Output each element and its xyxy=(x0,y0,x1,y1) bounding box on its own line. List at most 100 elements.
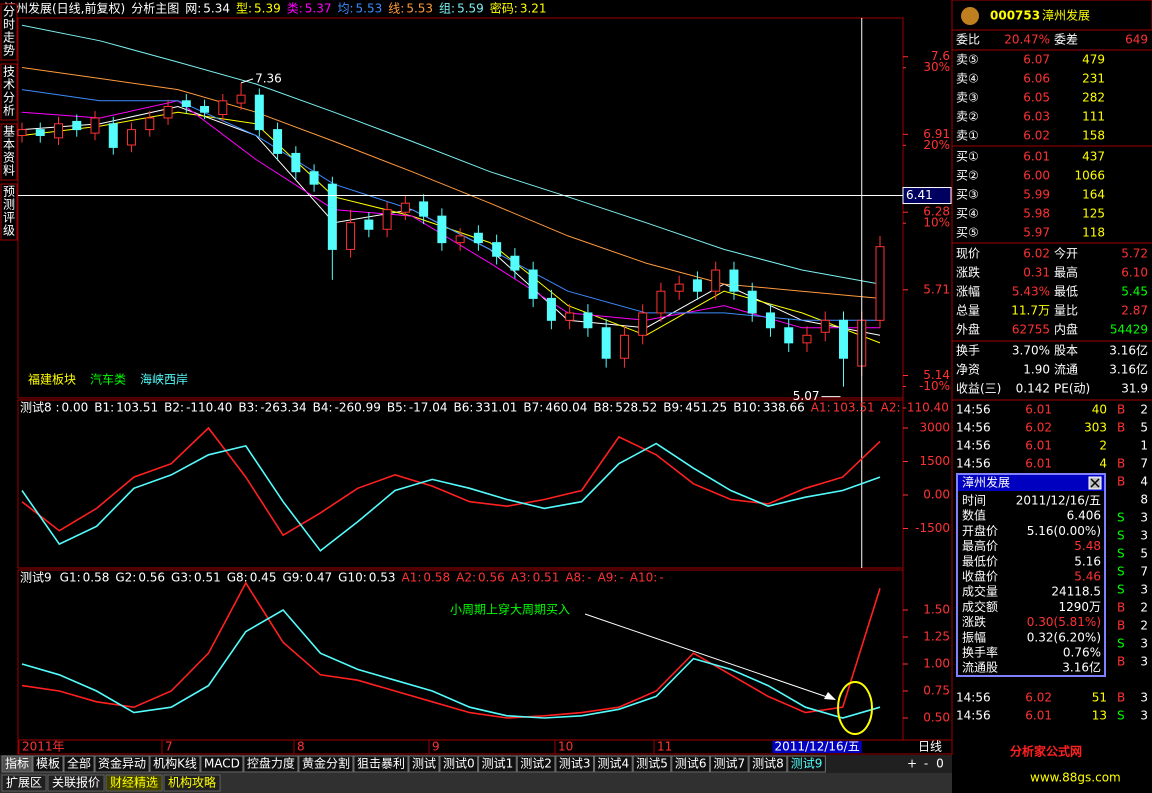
quote-label: 净资 xyxy=(956,363,980,377)
side-tab-label[interactable]: 分 xyxy=(3,5,15,19)
side-tab-label[interactable]: 析 xyxy=(3,104,15,118)
tab-label[interactable]: 资金异动 xyxy=(98,756,146,771)
status-tab-box[interactable] xyxy=(163,774,221,792)
side-tab-label[interactable]: 料 xyxy=(3,164,15,178)
candle-body xyxy=(765,312,775,329)
popup-value: 0.30(5.81%) xyxy=(1027,615,1101,629)
quote-value: 2.87 xyxy=(1121,304,1148,318)
book-volume: 118 xyxy=(1082,226,1105,240)
side-tab-label[interactable]: 走 xyxy=(3,31,15,45)
tab[interactable] xyxy=(555,755,595,773)
control[interactable]: - xyxy=(924,757,928,771)
tab[interactable] xyxy=(748,755,788,773)
block-label: 海峡西岸 xyxy=(140,372,188,387)
side-tab-label[interactable]: 时 xyxy=(3,18,15,32)
pct-tick-label: 30% xyxy=(923,60,950,74)
tab[interactable] xyxy=(149,755,201,773)
side-tab-label[interactable]: 评 xyxy=(3,211,15,225)
candle-body xyxy=(437,215,447,244)
status-tab[interactable]: 扩展区 xyxy=(6,776,42,790)
popup-close-x[interactable] xyxy=(1090,478,1100,488)
tab-label[interactable]: 指标 xyxy=(5,756,29,771)
legend-name: B10: xyxy=(733,401,761,415)
candle-body xyxy=(419,201,429,217)
tab-label[interactable]: 黄金分割 xyxy=(302,756,350,771)
tab[interactable] xyxy=(32,755,64,773)
side-tab-label[interactable]: 预 xyxy=(3,185,15,199)
status-tab-box[interactable] xyxy=(1,774,47,792)
side-tab-label[interactable]: 基 xyxy=(3,125,15,139)
tab-label[interactable]: 测试8 xyxy=(752,756,784,771)
status-tab[interactable]: 关联报价 xyxy=(52,775,100,790)
status-tab-box[interactable] xyxy=(47,774,105,792)
tab-label[interactable]: 测试 xyxy=(412,756,436,771)
tab[interactable] xyxy=(94,755,150,773)
tab[interactable] xyxy=(478,755,517,773)
tab[interactable] xyxy=(632,755,672,773)
legend-value: 5.53 xyxy=(406,2,433,16)
tab[interactable] xyxy=(594,755,633,773)
legend-value: 5.39 xyxy=(254,2,281,16)
status-tab-box[interactable] xyxy=(105,774,163,792)
status-tab[interactable]: 机构攻略 xyxy=(168,775,216,790)
tab[interactable] xyxy=(243,755,299,773)
tab-label[interactable]: 测试4 xyxy=(598,756,630,771)
candle-body xyxy=(784,327,794,344)
side-tab[interactable] xyxy=(0,123,18,181)
status-tab[interactable]: 财经精选 xyxy=(110,776,158,790)
tab-label[interactable]: 测试3 xyxy=(559,756,591,771)
tab[interactable] xyxy=(353,755,409,773)
tab-label[interactable]: 狙击暴利 xyxy=(357,757,405,771)
candle-body xyxy=(510,255,520,271)
y-tick-label: 1.50 xyxy=(923,603,950,617)
tab-label[interactable]: MACD xyxy=(204,757,240,771)
tab[interactable] xyxy=(63,755,95,773)
book-price: 5.98 xyxy=(1023,207,1050,221)
tab[interactable] xyxy=(787,755,826,773)
side-tab-label[interactable]: 测 xyxy=(3,198,15,212)
tab-label[interactable]: 控盘力度 xyxy=(247,756,295,771)
book-volume: 231 xyxy=(1082,72,1105,86)
legend-name: G1: xyxy=(60,571,81,585)
tab[interactable] xyxy=(408,755,440,773)
side-tab-label[interactable]: 术 xyxy=(3,78,15,92)
tab-label[interactable]: 测试0 xyxy=(443,756,475,771)
tab-label[interactable]: 模板 xyxy=(36,757,60,771)
tab-label[interactable]: 测试2 xyxy=(520,756,552,771)
tab[interactable] xyxy=(516,755,556,773)
tab-label[interactable]: 测试7 xyxy=(713,756,745,771)
tab-label[interactable]: 测试1 xyxy=(482,756,514,771)
book-volume: 282 xyxy=(1082,91,1105,105)
tab[interactable] xyxy=(439,755,479,773)
side-tab[interactable] xyxy=(0,183,18,241)
tab[interactable] xyxy=(709,755,749,773)
side-tab-label[interactable]: 本 xyxy=(3,138,15,152)
tab[interactable] xyxy=(200,755,244,773)
control[interactable]: 0 xyxy=(936,757,944,771)
arrow-head xyxy=(824,692,836,700)
book-price: 6.07 xyxy=(1023,53,1050,67)
popup-label: 换手率 xyxy=(962,645,998,660)
control[interactable]: + xyxy=(907,757,917,771)
trade-price: 6.01 xyxy=(1025,403,1052,417)
x-tick-label: 8 xyxy=(297,740,305,754)
side-tab[interactable] xyxy=(0,3,18,61)
logo-icon xyxy=(961,7,979,25)
tab-label[interactable]: 全部 xyxy=(67,756,91,771)
side-tab-label[interactable]: 资 xyxy=(3,151,15,165)
tab[interactable] xyxy=(1,755,33,773)
side-tab[interactable] xyxy=(0,63,18,121)
book-volume: 164 xyxy=(1082,188,1105,202)
tab-label[interactable]: 测试9 xyxy=(791,756,823,771)
tab-label[interactable]: 测试5 xyxy=(636,756,668,771)
side-tab-label[interactable]: 技 xyxy=(3,65,15,79)
tab[interactable] xyxy=(671,755,710,773)
side-tab-label[interactable]: 分 xyxy=(3,91,15,105)
tab[interactable] xyxy=(298,755,354,773)
side-tab-label[interactable]: 级 xyxy=(3,224,15,238)
candle-body xyxy=(565,312,575,321)
side-tab-label[interactable]: 势 xyxy=(3,44,15,58)
legend-name: 密码: xyxy=(490,1,518,16)
tab-label[interactable]: 机构K线 xyxy=(153,756,197,771)
tab-label[interactable]: 测试6 xyxy=(675,756,707,771)
